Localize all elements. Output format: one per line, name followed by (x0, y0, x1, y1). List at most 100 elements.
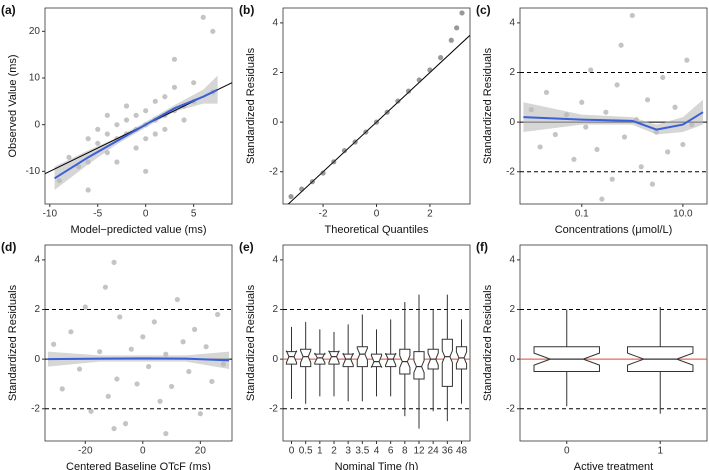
x-tick-label: -5 (93, 209, 102, 220)
plot-frame (44, 244, 233, 442)
plot-frame (282, 7, 471, 205)
x-tick-label: 2 (331, 446, 337, 457)
plot-area (45, 14, 232, 193)
point (603, 109, 609, 115)
point (448, 37, 454, 43)
point (105, 393, 111, 399)
panel-label: (a) (1, 3, 16, 17)
point (649, 181, 656, 187)
y-tick-label: 2 (509, 67, 515, 78)
point (181, 117, 187, 123)
point (95, 126, 101, 132)
point (197, 411, 203, 417)
box (314, 352, 326, 365)
plot-frame (519, 7, 708, 205)
y-tick-label: 4 (509, 18, 515, 29)
point (288, 193, 294, 200)
confidence-band (47, 351, 230, 370)
point (123, 103, 130, 109)
point (104, 112, 110, 118)
point (114, 122, 120, 128)
point (163, 430, 169, 437)
plot-area (287, 10, 470, 204)
y-tick-label: -10 (26, 166, 41, 177)
point (151, 319, 157, 325)
point (134, 381, 140, 387)
point (209, 378, 215, 385)
y-tick-label: -2 (269, 403, 278, 414)
point (111, 259, 117, 265)
plot-frame (519, 244, 708, 442)
y-tick-label: 10 (29, 73, 41, 84)
x-tick-label: -10 (43, 209, 58, 220)
y-tick-label: 2 (272, 67, 278, 78)
x-tick-label: -2 (319, 209, 328, 220)
plot-area (523, 12, 704, 202)
point (168, 383, 175, 390)
y-tick-label: 2 (509, 304, 515, 315)
point (618, 42, 624, 48)
box (385, 352, 397, 368)
box (356, 346, 368, 368)
point (427, 67, 433, 73)
panel: (a) Model−predicted value (ms) Observed Va… (1, 3, 233, 236)
point (85, 187, 91, 193)
point (395, 98, 401, 104)
point (552, 131, 558, 138)
point (621, 134, 628, 140)
y-tick-label: 4 (272, 18, 278, 29)
panel: (e) Nominal Time (h) Standardized Residual… (239, 240, 471, 470)
x-axis-label: Nominal Time (h) (335, 461, 419, 470)
point (152, 131, 158, 137)
point (191, 80, 197, 86)
point (174, 296, 180, 303)
point (95, 140, 101, 146)
y-tick-label: 4 (509, 255, 515, 266)
point (609, 176, 615, 182)
x-tick-label: 36 (442, 446, 454, 457)
y-axis-label: Observed Value (ms) (7, 54, 19, 157)
panel-label: (f) (476, 240, 488, 254)
y-tick-label: 0 (509, 354, 515, 365)
panel: (c) Concentrations (μmol/L) Standardized R… (476, 3, 708, 236)
point (537, 144, 543, 150)
y-tick-label: -2 (506, 166, 515, 177)
trend-line (47, 357, 230, 362)
x-axis-label: Active treatment (574, 461, 653, 470)
y-tick-label: -2 (31, 403, 40, 414)
point (454, 25, 460, 31)
panel-label: (c) (476, 3, 491, 17)
y-tick-label: -2 (269, 166, 278, 177)
point (76, 366, 83, 372)
box (328, 350, 340, 365)
point (629, 12, 635, 19)
box (285, 350, 298, 365)
point (162, 126, 168, 132)
panel: (f) Active treatment Standardized Residual… (476, 240, 708, 470)
panel: (d) Centered Baseline QTcF (ms) Standardiz… (1, 240, 233, 470)
point (320, 170, 326, 176)
box (441, 338, 453, 387)
point (122, 421, 129, 427)
confidence-band (54, 75, 218, 190)
point (215, 311, 221, 318)
point (583, 124, 589, 130)
point (111, 425, 117, 432)
point (171, 84, 178, 90)
y-tick-label: 20 (29, 26, 41, 37)
point (140, 334, 146, 340)
y-tick-label: 0 (272, 117, 278, 128)
point (152, 98, 158, 104)
point (210, 28, 216, 34)
x-tick-label: 1 (317, 446, 323, 457)
point (145, 363, 152, 370)
x-tick-label: 0.5 (299, 446, 313, 457)
point (416, 77, 422, 83)
point (384, 109, 390, 115)
point (599, 196, 605, 202)
panel: (b) Theoretical Quantiles Standardized Res… (239, 3, 471, 236)
y-tick-label: -2 (506, 403, 515, 414)
point (180, 339, 186, 345)
point (644, 97, 651, 103)
